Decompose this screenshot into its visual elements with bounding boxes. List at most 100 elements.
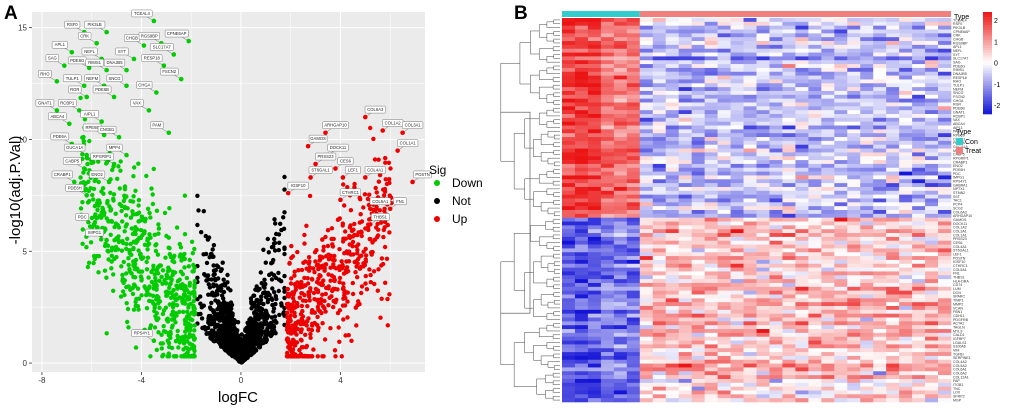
scatter-point bbox=[192, 278, 198, 284]
heatmap-cell bbox=[574, 202, 589, 207]
gene-label-box bbox=[51, 41, 68, 49]
heatmap-cell bbox=[717, 156, 731, 161]
heatmap-cell bbox=[912, 144, 926, 149]
heatmap-cell bbox=[587, 129, 602, 134]
heatmap-cell bbox=[912, 33, 926, 38]
heatmap-cell bbox=[873, 44, 887, 50]
heatmap-cell bbox=[600, 133, 615, 138]
heatmap-cell bbox=[860, 290, 874, 295]
heatmap-cell bbox=[639, 263, 654, 268]
heatmap-cell bbox=[925, 18, 939, 23]
scatter-point bbox=[95, 225, 100, 230]
heatmap-cell bbox=[626, 263, 641, 268]
heatmap-cell bbox=[925, 306, 939, 311]
gene-label: DNAJB5 bbox=[106, 60, 123, 65]
heatmap-cell bbox=[769, 67, 783, 73]
heatmap-cell bbox=[613, 194, 628, 199]
heatmap-cell bbox=[938, 167, 952, 172]
dendrogram-branch bbox=[540, 202, 554, 212]
heatmap-cell bbox=[626, 248, 641, 253]
heatmap-cell bbox=[562, 275, 576, 280]
heatmap-cell bbox=[717, 229, 731, 234]
scatter-point bbox=[347, 242, 352, 247]
heatmap-cell bbox=[704, 183, 718, 188]
heatmap-cell bbox=[587, 298, 602, 303]
scatter-point bbox=[341, 281, 346, 286]
heatmap-cell bbox=[912, 87, 926, 92]
heatmap-cell bbox=[873, 294, 887, 299]
scatter-point bbox=[167, 206, 172, 211]
scatter-point bbox=[359, 233, 364, 239]
heatmap-cell bbox=[562, 152, 576, 157]
heatmap-cell bbox=[899, 75, 913, 80]
scatter-point bbox=[166, 235, 171, 240]
heatmap-cell bbox=[562, 256, 576, 261]
x-tick-label: -8 bbox=[38, 376, 46, 385]
scatter-point bbox=[129, 226, 134, 231]
heatmap-cell bbox=[834, 29, 848, 34]
heatmap-cell bbox=[847, 183, 861, 188]
heatmap-cell bbox=[652, 79, 667, 84]
scatter-point bbox=[321, 278, 326, 283]
heatmap-cell bbox=[704, 44, 718, 50]
heatmap-cell bbox=[613, 29, 628, 34]
heatmap-cell bbox=[730, 75, 744, 80]
gene-label-box bbox=[164, 29, 189, 38]
gene-label: RPS4Y1 bbox=[134, 331, 151, 336]
heatmap-cell bbox=[600, 171, 615, 176]
heatmap-cell bbox=[626, 94, 641, 99]
scatter-point bbox=[85, 264, 91, 270]
heatmap-cell bbox=[795, 98, 809, 103]
heatmap-cell bbox=[808, 117, 822, 122]
heatmap-cell bbox=[834, 194, 848, 199]
scatter-point bbox=[287, 347, 293, 352]
scatter-point bbox=[192, 348, 197, 354]
heatmap-cell bbox=[912, 302, 926, 307]
heatmap-cell bbox=[613, 79, 628, 84]
heatmap-cell bbox=[834, 275, 848, 280]
heatmap-cell bbox=[717, 282, 731, 288]
heatmap-cell bbox=[613, 60, 628, 65]
heatmap-cell bbox=[743, 29, 757, 34]
scatter-point bbox=[272, 328, 277, 333]
heatmap-cell bbox=[639, 156, 654, 161]
heatmap-cell bbox=[795, 171, 809, 176]
heatmap-cell bbox=[769, 225, 783, 230]
heatmap-cell bbox=[652, 194, 667, 199]
gene-label-box bbox=[345, 166, 361, 174]
scatter-point bbox=[130, 212, 136, 217]
heatmap-cell bbox=[613, 37, 628, 42]
heatmap-cell bbox=[847, 75, 861, 80]
heatmap-cell bbox=[912, 233, 926, 238]
heatmap-cell bbox=[665, 129, 679, 134]
heatmap-cell bbox=[562, 302, 576, 307]
dendrogram-branch bbox=[540, 355, 554, 365]
scatter-point bbox=[220, 314, 225, 319]
heatmap-cell bbox=[717, 114, 731, 119]
heatmap-cell bbox=[782, 106, 796, 111]
heatmap-cell bbox=[756, 282, 770, 288]
heatmap-cell bbox=[678, 64, 692, 69]
heatmap-cell bbox=[938, 248, 952, 253]
heatmap-cell bbox=[613, 186, 628, 192]
scatter-point bbox=[248, 296, 254, 301]
heatmap-cell bbox=[847, 279, 861, 284]
scatter-point bbox=[100, 205, 105, 211]
heatmap-cell bbox=[925, 294, 939, 299]
heatmap-cell bbox=[795, 87, 809, 92]
heatmap-cell bbox=[743, 290, 757, 295]
heatmap-cell bbox=[626, 152, 641, 157]
heatmap-cell bbox=[704, 121, 718, 126]
heatmap-cell bbox=[782, 206, 796, 211]
heatmap-cell bbox=[795, 302, 809, 307]
heatmap-cell bbox=[626, 79, 641, 84]
heatmap-cell bbox=[925, 60, 939, 65]
heatmap-cell bbox=[899, 25, 913, 30]
heatmap-cell bbox=[808, 167, 822, 172]
scatter-point bbox=[78, 206, 84, 211]
dendrogram-branch bbox=[547, 263, 555, 272]
heatmap-cell bbox=[587, 117, 602, 122]
heatmap-cell bbox=[574, 114, 589, 119]
heatmap-cell bbox=[691, 167, 705, 172]
heatmap-cell bbox=[925, 106, 939, 111]
